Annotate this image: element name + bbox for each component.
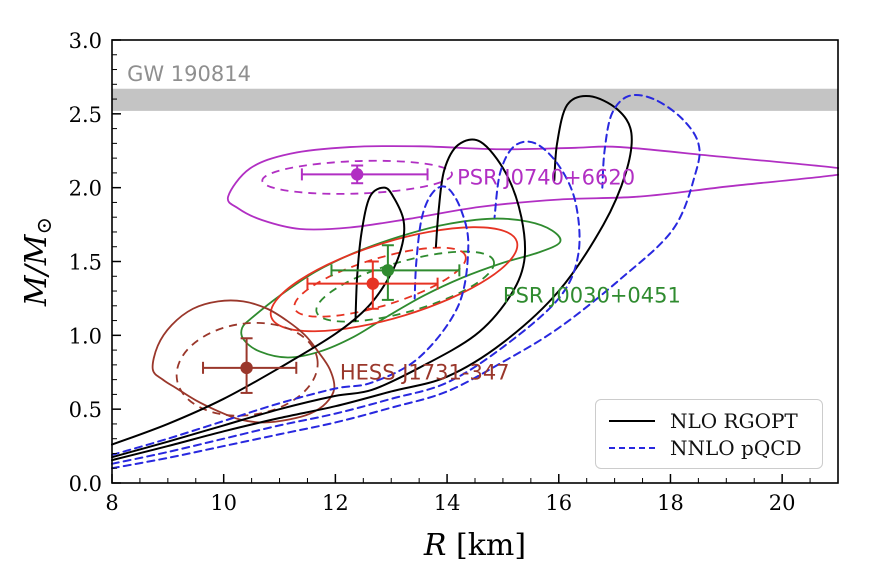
x-axis-label: R [km] xyxy=(423,528,526,563)
y-tick-label: 0.5 xyxy=(69,398,102,422)
eos-curves xyxy=(111,93,701,470)
data-point-marker xyxy=(240,361,253,375)
data-point-marker xyxy=(366,277,380,290)
contour-psr-j0740+6620-inner xyxy=(261,159,453,195)
x-tick-label: 20 xyxy=(769,491,796,515)
y-tick-label: 1.5 xyxy=(69,251,102,275)
contour-hess-j1731-347-inner xyxy=(175,322,319,417)
data-point-marker xyxy=(350,168,364,181)
errorbar-point-psr-j0740+6620 xyxy=(300,164,429,185)
data-point-marker xyxy=(381,264,395,277)
measurement-points: PSR J0740+6620 PSR J0030+0451 HESS J1731-3… xyxy=(202,164,681,394)
errorbar-point-psr-j0030+0451 xyxy=(330,244,461,301)
annotation-hess-j1731-347: HESS J1731-347 xyxy=(340,360,510,384)
y-axis-label: M/M⊙ xyxy=(19,217,56,307)
curve-nlo-rgopt-curve-1 xyxy=(111,186,406,446)
gw-band-layer: GW 190814 xyxy=(112,62,838,111)
x-tick-label: 12 xyxy=(322,491,349,515)
y-tick-label: 2.5 xyxy=(69,103,102,127)
y-tick-label: 3.0 xyxy=(69,29,102,53)
axes: 8 10 12 14 16 18 20 0.0 0.5 1.0 1.5 2.0 2.5 3.0 R [km]… xyxy=(19,29,839,563)
contour-psr-j0740+6620-outer xyxy=(226,145,839,231)
legend-label-nnlo-pqcd: NNLO pQCD xyxy=(670,435,802,460)
y-tick-label: 1.0 xyxy=(69,324,102,348)
legend-label-nlo-rgopt: NLO RGOPT xyxy=(670,408,798,433)
curve-nlo-rgopt-curve-3 xyxy=(111,94,633,462)
contour-nicer-second-contour-inner xyxy=(293,246,467,318)
contour-nicer-second-contour-outer xyxy=(269,226,519,333)
legend-item-nlo-rgopt: NLO RGOPT xyxy=(608,407,812,434)
contour-psr-j0030+0451-inner xyxy=(315,250,495,323)
y-tick-label: 0.0 xyxy=(69,472,102,496)
contour-psr-j0030+0451-outer xyxy=(240,217,562,359)
x-tick-label: 10 xyxy=(210,491,237,515)
credibility-contours xyxy=(151,145,839,424)
y-tick-label: 2.0 xyxy=(69,177,102,201)
x-tick-label: 18 xyxy=(657,491,684,515)
gw190814-band xyxy=(112,88,838,111)
legend-sample-solid-line xyxy=(609,419,655,422)
curve-nnlo-pqcd-curve-2 xyxy=(111,140,581,465)
curve-nnlo-pqcd-curve-1 xyxy=(111,185,470,456)
x-tick-label: 14 xyxy=(434,491,461,515)
x-tick-label: 16 xyxy=(545,491,572,515)
curve-nnlo-pqcd-curve-3 xyxy=(111,93,701,470)
curve-nlo-rgopt-curve-2 xyxy=(111,138,527,459)
gw190814-label: GW 190814 xyxy=(127,62,251,86)
legend: NLO RGOPT NNLO pQCD xyxy=(595,399,823,469)
errorbar-point xyxy=(306,260,439,310)
annotation-psr-j0740+6620: PSR J0740+6620 xyxy=(457,165,635,189)
legend-sample-dashed-line xyxy=(609,446,655,449)
annotation-psr-j0030+0451: PSR J0030+0451 xyxy=(503,283,681,307)
contour-hess-j1731-347-outer xyxy=(151,299,336,424)
errorbar-point-hess-j1731-347 xyxy=(202,337,298,394)
legend-item-nnlo-pqcd: NNLO pQCD xyxy=(608,434,812,461)
x-tick-label: 8 xyxy=(105,491,118,515)
